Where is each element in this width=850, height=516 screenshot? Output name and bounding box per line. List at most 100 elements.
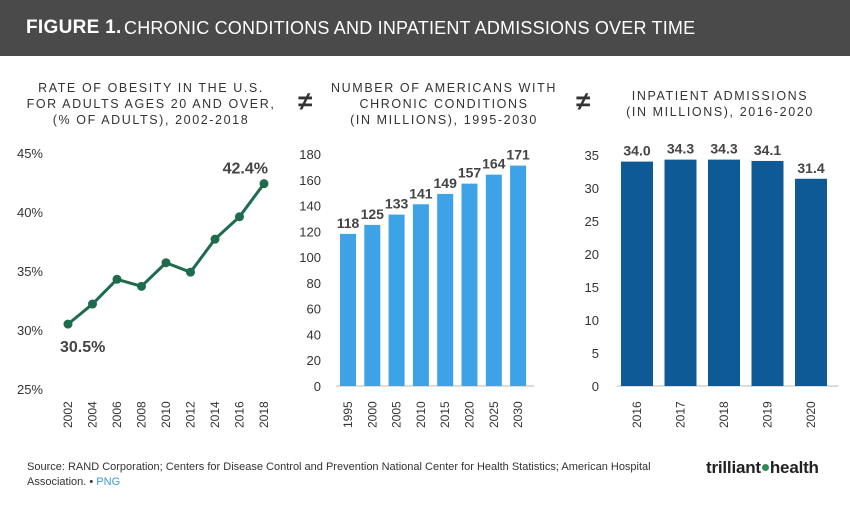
bar: [412, 204, 429, 386]
bar: [621, 161, 653, 386]
data-label: 164: [482, 156, 506, 172]
y-tick-label: 25: [585, 214, 599, 229]
logo-dot-icon: [761, 464, 769, 471]
data-label: 34.1: [754, 142, 781, 158]
data-label: 133: [385, 196, 409, 212]
data-label: 157: [458, 165, 482, 181]
not-equal-icon: ≠: [576, 86, 591, 116]
data-label: 31.4: [797, 160, 824, 176]
y-tick-label: 40: [307, 327, 321, 342]
figure-label: FIGURE 1.: [26, 17, 122, 38]
header-banner: FIGURE 1. CHRONIC CONDITIONS AND INPATIE…: [0, 0, 850, 56]
x-tick-label: 2014: [208, 401, 222, 428]
inpatient-admissions-bar-chart: 0 5 10 15 20 25 30 35 34.0 2016 34.3 2017 34.3 2018 34…: [585, 141, 839, 428]
y-tick-label: 160: [299, 173, 321, 188]
title-line: RATE OF OBESITY IN THE U.S.: [38, 81, 264, 95]
x-tick-label: 2005: [390, 401, 404, 428]
y-tick-label: 120: [299, 224, 321, 239]
bar: [485, 174, 502, 386]
logo-text-right: health: [769, 458, 819, 477]
data-point: [259, 179, 269, 189]
bar: [437, 193, 454, 386]
title-line: FOR ADULTS AGES 20 AND OVER,: [26, 97, 276, 111]
y-tick-label: 100: [299, 250, 321, 265]
panel-title-obesity: RATE OF OBESITY IN THE U.S. FOR ADULTS A…: [20, 80, 282, 128]
data-label: 118: [337, 215, 360, 231]
title-line: CHRONIC CONDITIONS: [359, 97, 529, 111]
data-point: [235, 212, 244, 222]
data-label: 34.3: [667, 141, 694, 157]
panel-title-chronic: NUMBER OF AMERICANS WITH CHRONIC CONDITI…: [314, 80, 574, 128]
data-point: [137, 281, 146, 291]
y-tick-label: 15: [585, 280, 599, 295]
data-point: [88, 299, 97, 309]
x-tick-label: 1995: [341, 401, 355, 428]
bar: [340, 233, 356, 386]
y-tick-label: 45%: [17, 146, 43, 161]
x-tick-label: 2004: [86, 401, 100, 428]
data-label: 34.0: [623, 143, 650, 159]
x-tick-label: 2010: [414, 401, 428, 428]
chronic-conditions-bar-chart: 0 20 40 60 80 100 120 140 160 180 118 1995 125 2000 13…: [299, 147, 535, 428]
bar: [751, 160, 784, 386]
y-tick-label: 5: [592, 346, 599, 361]
y-tick-label: 0: [592, 379, 599, 394]
data-label: 34.3: [710, 141, 737, 157]
x-tick-label: 2015: [438, 401, 452, 428]
x-tick-label: 2006: [110, 401, 124, 428]
data-label: 149: [434, 175, 458, 191]
data-label: 30.5%: [60, 339, 105, 356]
trilliant-health-logo: trilliant health: [706, 458, 819, 478]
title-line: (% OF ADULTS), 2002-2018: [52, 113, 250, 127]
x-tick-label: 2016: [233, 401, 247, 428]
data-label: 42.4%: [223, 161, 268, 178]
data-point: [161, 258, 171, 268]
y-tick-label: 140: [299, 199, 321, 214]
data-label: 141: [409, 185, 433, 201]
bar: [388, 214, 405, 386]
x-tick-label: 2016: [630, 401, 644, 428]
data-point: [210, 234, 220, 244]
bar: [510, 165, 527, 386]
png-link[interactable]: PNG: [96, 476, 121, 488]
bar: [364, 224, 381, 386]
title-line: INPATIENT ADMISSIONS: [631, 89, 809, 103]
y-tick-label: 30: [585, 181, 599, 196]
not-equal-icon: ≠: [298, 86, 313, 116]
data-point: [112, 274, 122, 284]
bar: [708, 159, 740, 386]
x-tick-label: 2012: [184, 401, 198, 428]
title-line: NUMBER OF AMERICANS WITH: [331, 81, 557, 95]
y-tick-label: 60: [307, 302, 321, 317]
figure-title: CHRONIC CONDITIONS AND INPATIENT ADMISSI…: [124, 18, 696, 38]
y-tick-label: 35: [585, 148, 599, 163]
data-point: [63, 319, 73, 329]
panel-title-inpatient: INPATIENT ADMISSIONS (IN MILLIONS), 2016…: [600, 88, 840, 120]
data-point: [186, 267, 195, 277]
x-tick-label: 2019: [761, 401, 775, 428]
x-tick-label: 2018: [717, 401, 731, 428]
y-tick-label: 10: [585, 313, 599, 328]
title-line: (IN MILLIONS), 1995-2030: [350, 113, 538, 127]
x-tick-label: 2010: [159, 401, 173, 428]
x-tick-label: 2018: [257, 401, 271, 428]
source-text: Source: RAND Corporation; Centers for Di…: [27, 461, 651, 488]
data-label: 125: [361, 206, 385, 222]
x-tick-label: 2017: [674, 401, 688, 428]
obesity-line-chart: 25% 30% 35% 40% 45% 2002 2004 2006 2008 2010 2012 2…: [17, 146, 271, 428]
y-tick-label: 25%: [17, 382, 43, 397]
separator: •: [89, 476, 94, 488]
x-tick-label: 2000: [365, 401, 379, 428]
bar: [461, 183, 478, 386]
y-tick-label: 20: [307, 353, 321, 368]
x-tick-label: 2020: [463, 401, 477, 428]
logo-text-left: trilliant: [706, 458, 761, 477]
x-tick-label: 2002: [61, 401, 75, 428]
y-tick-label: 30%: [17, 323, 43, 338]
bar: [795, 178, 827, 386]
y-tick-label: 180: [299, 147, 321, 162]
x-tick-label: 2025: [487, 401, 501, 428]
bar: [664, 159, 697, 386]
y-tick-label: 40%: [17, 205, 43, 220]
x-tick-label: 2008: [135, 401, 149, 428]
